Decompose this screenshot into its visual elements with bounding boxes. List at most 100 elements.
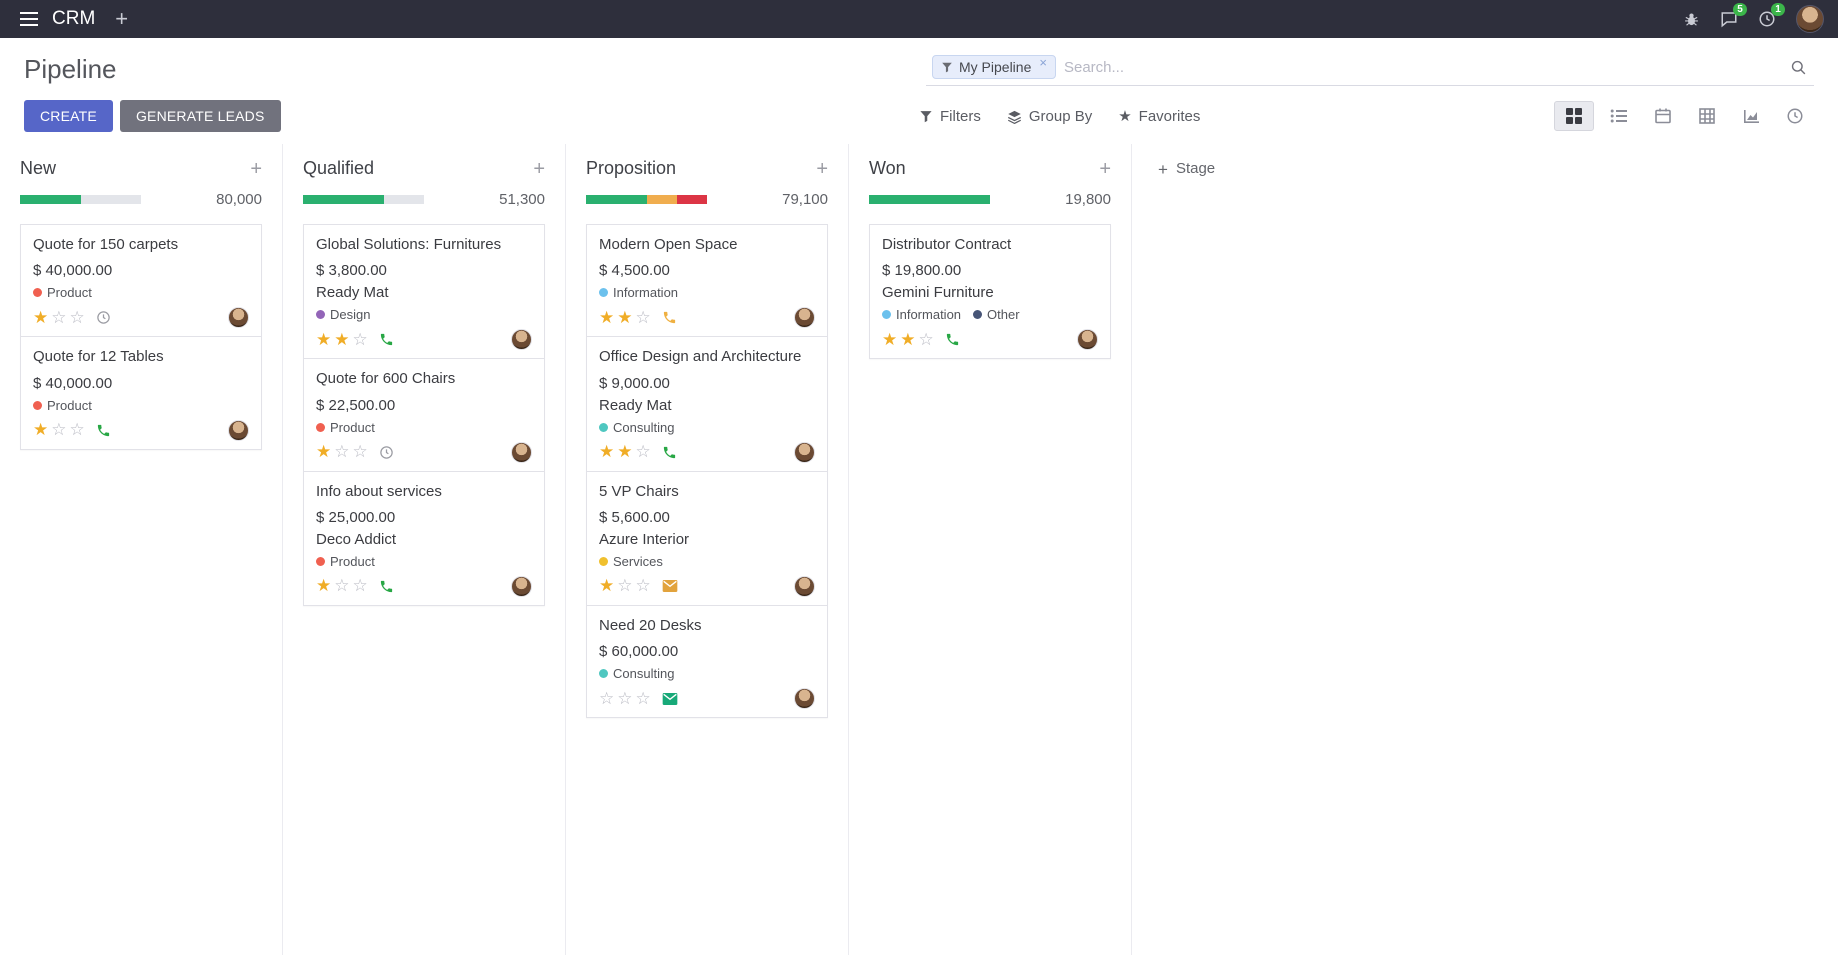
apps-menu-icon[interactable] — [14, 8, 44, 30]
column-title[interactable]: Won — [869, 158, 906, 178]
clock-icon[interactable] — [379, 445, 394, 460]
star-empty-icon[interactable]: ☆ — [617, 576, 633, 596]
envelope-icon[interactable] — [662, 579, 678, 593]
clock-icon[interactable] — [96, 310, 111, 325]
search-facet[interactable]: My Pipeline × — [932, 55, 1056, 79]
star-filled-icon[interactable]: ★ — [617, 307, 633, 327]
phone-icon[interactable] — [945, 332, 960, 347]
phone-icon[interactable] — [662, 310, 677, 325]
star-empty-icon[interactable]: ☆ — [599, 688, 615, 708]
star-empty-icon[interactable]: ☆ — [334, 576, 350, 596]
column-progressbar[interactable] — [20, 195, 141, 204]
phone-icon[interactable] — [379, 332, 394, 347]
filters-button[interactable]: Filters — [919, 108, 981, 125]
star-filled-icon[interactable]: ★ — [599, 442, 615, 461]
priority-stars[interactable]: ★ ★ ☆ — [316, 330, 371, 350]
column-title[interactable]: New — [20, 158, 57, 178]
salesperson-avatar[interactable] — [794, 307, 815, 329]
kanban-card[interactable]: Quote for 150 carpets $ 40,000.00 Product… — [20, 224, 262, 338]
star-filled-icon[interactable]: ★ — [33, 420, 49, 439]
group-by-button[interactable]: Group By — [1007, 108, 1092, 125]
star-empty-icon[interactable]: ☆ — [334, 442, 350, 461]
kanban-card[interactable]: 5 VP Chairs $ 5,600.00 Azure Interior Serv… — [586, 470, 828, 606]
priority-stars[interactable]: ★ ☆ ☆ — [316, 442, 371, 462]
column-progressbar[interactable] — [586, 195, 707, 204]
kanban-card[interactable]: Distributor Contract $ 19,800.00 Gemini F… — [869, 224, 1111, 360]
star-empty-icon[interactable]: ☆ — [635, 688, 651, 708]
kanban-card[interactable]: Info about services $ 25,000.00 Deco Addi… — [303, 470, 545, 606]
salesperson-avatar[interactable] — [794, 441, 815, 463]
star-empty-icon[interactable]: ☆ — [69, 420, 85, 439]
star-empty-icon[interactable]: ☆ — [617, 688, 633, 708]
priority-stars[interactable]: ★ ☆ ☆ — [316, 576, 371, 596]
column-title[interactable]: Proposition — [586, 158, 677, 178]
quick-create-icon[interactable]: + — [533, 157, 545, 180]
calendar-view-icon[interactable] — [1644, 102, 1682, 130]
app-name[interactable]: CRM — [52, 8, 96, 29]
star-empty-icon[interactable]: ☆ — [51, 420, 67, 439]
kanban-card[interactable]: Office Design and Architecture $ 9,000.0… — [586, 336, 828, 472]
pivot-view-icon[interactable] — [1688, 102, 1726, 130]
bug-icon[interactable] — [1683, 11, 1700, 28]
star-empty-icon[interactable]: ☆ — [352, 576, 368, 596]
graph-view-icon[interactable] — [1732, 102, 1770, 130]
priority-stars[interactable]: ★ ★ ☆ — [599, 308, 654, 328]
kanban-card[interactable]: Quote for 12 Tables $ 40,000.00 Product ★… — [20, 336, 262, 450]
priority-stars[interactable]: ★ ★ ☆ — [599, 442, 654, 462]
column-title[interactable]: Qualified — [303, 158, 375, 178]
salesperson-avatar[interactable] — [1077, 329, 1098, 351]
priority-stars[interactable]: ★ ☆ ☆ — [33, 420, 88, 440]
star-filled-icon[interactable]: ★ — [334, 329, 350, 349]
star-filled-icon[interactable]: ★ — [599, 307, 615, 327]
star-filled-icon[interactable]: ★ — [316, 442, 332, 461]
phone-icon[interactable] — [662, 445, 677, 460]
search-bar[interactable]: My Pipeline × — [926, 52, 1814, 86]
star-empty-icon[interactable]: ☆ — [918, 329, 934, 349]
kanban-card[interactable]: Global Solutions: Furnitures $ 3,800.00 R… — [303, 224, 545, 360]
priority-stars[interactable]: ☆ ☆ ☆ — [599, 689, 654, 709]
star-filled-icon[interactable]: ★ — [316, 576, 332, 596]
salesperson-avatar[interactable] — [228, 419, 249, 441]
star-filled-icon[interactable]: ★ — [900, 329, 916, 349]
salesperson-avatar[interactable] — [228, 307, 249, 329]
star-filled-icon[interactable]: ★ — [882, 329, 898, 349]
salesperson-avatar[interactable] — [794, 575, 815, 597]
star-filled-icon[interactable]: ★ — [617, 442, 633, 461]
search-icon[interactable] — [1789, 58, 1808, 77]
star-empty-icon[interactable]: ☆ — [69, 307, 85, 327]
column-progressbar[interactable] — [303, 195, 424, 204]
quick-create-icon[interactable]: + — [1099, 157, 1111, 180]
priority-stars[interactable]: ★ ☆ ☆ — [33, 308, 88, 328]
salesperson-avatar[interactable] — [794, 688, 815, 709]
star-empty-icon[interactable]: ☆ — [635, 576, 651, 596]
priority-stars[interactable]: ★ ☆ ☆ — [599, 576, 654, 596]
quick-create-icon[interactable]: + — [250, 157, 262, 180]
kanban-view-icon[interactable] — [1554, 101, 1594, 131]
search-input[interactable] — [1063, 58, 1781, 76]
add-icon[interactable]: + — [115, 6, 129, 31]
envelope-icon[interactable] — [662, 692, 678, 706]
activity-view-icon[interactable] — [1776, 102, 1814, 130]
kanban-card[interactable]: Need 20 Desks $ 60,000.00 Consulting ☆ ☆ ☆ — [586, 604, 828, 718]
add-stage-column[interactable]: + Stage — [1132, 144, 1241, 955]
phone-icon[interactable] — [379, 579, 394, 594]
priority-stars[interactable]: ★ ★ ☆ — [882, 330, 937, 350]
facet-remove-icon[interactable]: × — [1039, 54, 1047, 70]
salesperson-avatar[interactable] — [511, 441, 532, 463]
list-view-icon[interactable] — [1600, 102, 1638, 130]
star-empty-icon[interactable]: ☆ — [51, 307, 67, 327]
user-avatar[interactable] — [1796, 5, 1824, 33]
activities-clock-icon[interactable]: 1 — [1758, 3, 1785, 28]
salesperson-avatar[interactable] — [511, 575, 532, 597]
kanban-card[interactable]: Quote for 600 Chairs $ 22,500.00 Product … — [303, 358, 545, 472]
generate-leads-button[interactable]: GENERATE LEADS — [119, 100, 281, 132]
star-filled-icon[interactable]: ★ — [599, 576, 615, 596]
star-empty-icon[interactable]: ☆ — [635, 307, 651, 327]
star-empty-icon[interactable]: ☆ — [635, 442, 651, 461]
column-progressbar[interactable] — [869, 195, 990, 204]
star-empty-icon[interactable]: ☆ — [352, 442, 368, 461]
kanban-card[interactable]: Modern Open Space $ 4,500.00 Information … — [586, 224, 828, 338]
messages-icon[interactable]: 5 — [1720, 3, 1747, 28]
create-button[interactable]: CREATE — [24, 100, 113, 132]
star-filled-icon[interactable]: ★ — [316, 329, 332, 349]
